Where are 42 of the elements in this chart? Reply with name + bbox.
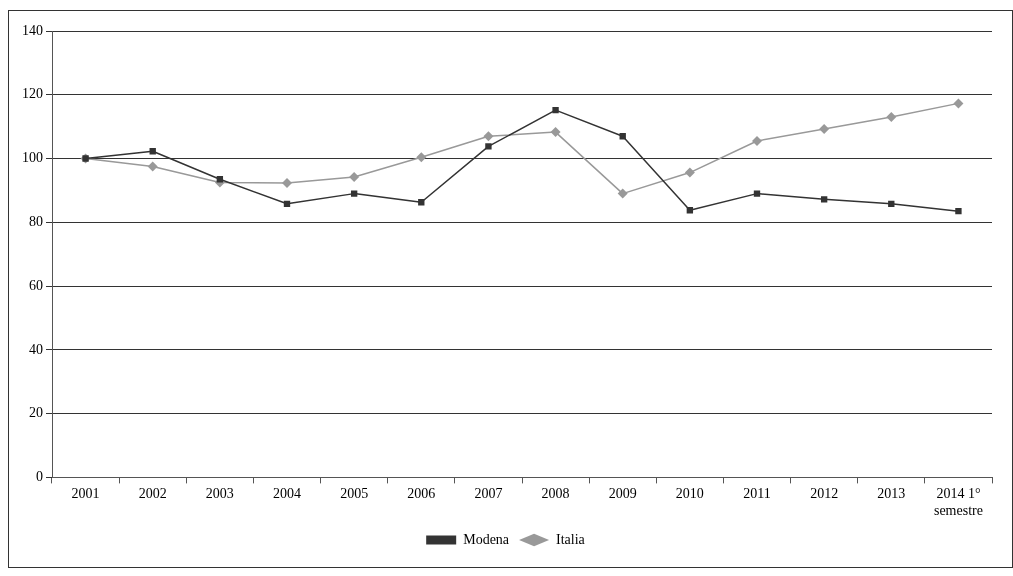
x-tick-label: 2006 <box>407 486 436 502</box>
point <box>147 161 158 172</box>
x-tick-label: 2011 <box>743 486 771 502</box>
point <box>483 131 494 142</box>
point <box>953 98 964 109</box>
x-tick-label: 2005 <box>340 486 369 502</box>
y-tick-label: 80 <box>29 213 43 229</box>
point <box>820 196 828 203</box>
point <box>955 207 962 215</box>
x-tick-label: 2012 <box>810 486 839 502</box>
x-tick-label: 2009 <box>608 486 637 502</box>
y-tick-label: 0 <box>36 469 43 485</box>
point <box>550 127 561 138</box>
point <box>753 190 761 197</box>
legend-label: Italia <box>556 531 586 547</box>
x-tick-label: 2013 <box>877 486 906 502</box>
y-tick-label: 20 <box>29 405 43 421</box>
point <box>752 136 762 147</box>
y-tick-label: 40 <box>29 341 43 357</box>
x-tick-label: 2004 <box>273 486 301 502</box>
point <box>416 152 427 163</box>
x-tick-label: 2001 <box>71 486 100 502</box>
x-tick-label: 2014 1° semestre <box>933 486 983 519</box>
point <box>485 143 492 150</box>
point <box>552 106 559 114</box>
y-tick-label: 120 <box>22 86 43 102</box>
y-tick-label: 60 <box>29 277 43 293</box>
point <box>617 188 628 199</box>
point <box>684 167 695 178</box>
point <box>282 178 292 189</box>
x-tick-label: 2008 <box>541 486 570 502</box>
point <box>886 112 897 123</box>
point <box>350 190 358 197</box>
x-tick-label: 2007 <box>474 486 503 502</box>
y-tick-label: 140 <box>22 22 43 38</box>
y-tick-label: 100 <box>22 150 43 166</box>
legend-label: Modena <box>463 531 510 547</box>
x-tick-label: 2002 <box>138 486 167 502</box>
x-tick-label: 2010 <box>675 486 704 502</box>
x-tick-label: 2003 <box>205 486 234 502</box>
point <box>819 123 830 134</box>
point <box>349 172 360 183</box>
